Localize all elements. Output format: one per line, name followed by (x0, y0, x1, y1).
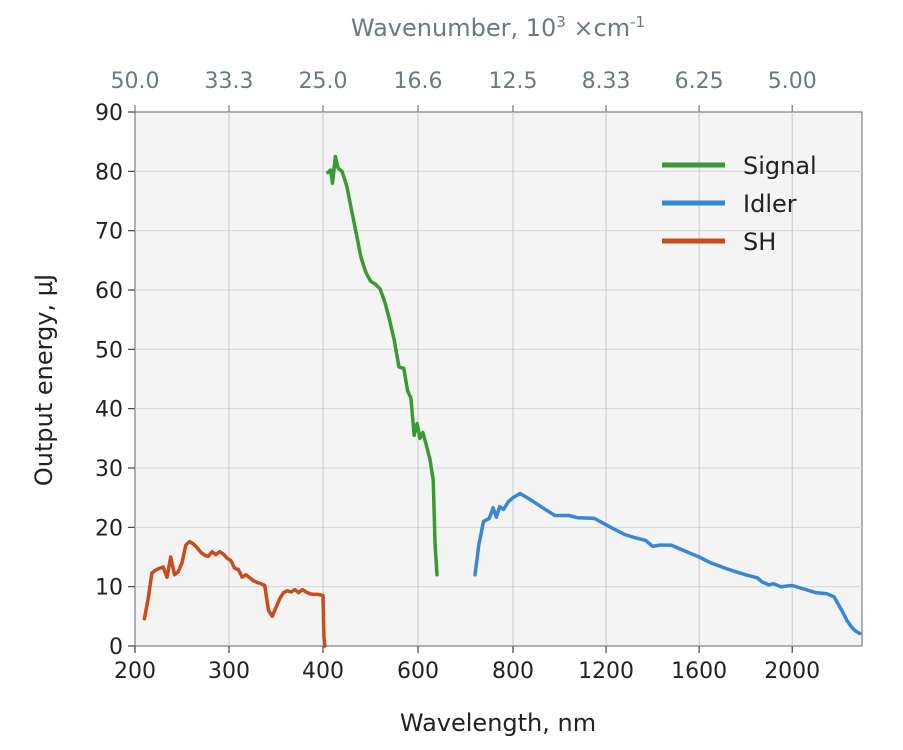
y-tick-label: 10 (95, 576, 123, 601)
series-layer (142, 154, 862, 648)
plot-area (134, 111, 863, 647)
legend: Signal Idler SH (662, 152, 817, 256)
x-tick-label: 400 (302, 659, 344, 684)
axes-layer: 0 10 20 30 40 50 60 70 80 90 200 300 400 600 800 1200 16… (95, 69, 820, 684)
y-tick-label: 40 (95, 398, 123, 423)
y-tick-label: 50 (95, 338, 123, 363)
x-tick-label: 1200 (578, 659, 634, 684)
top-axis-title-sup2: -1 (630, 13, 645, 31)
y-axis-title: Output energy, µJ (30, 274, 58, 486)
series-line-sh (142, 539, 327, 648)
top-axis-title-sup1: 3 (556, 13, 566, 31)
x-tick-label: 300 (208, 659, 250, 684)
x-axis-title: Wavelength, nm (400, 709, 596, 737)
legend-label-sh: SH (743, 228, 776, 256)
legend-label-idler: Idler (743, 190, 797, 218)
series-line-signal (326, 154, 439, 577)
top-tick-label: 6.25 (675, 69, 724, 94)
y-tick-label: 30 (95, 457, 123, 482)
y-tick-label: 20 (95, 516, 123, 541)
y-tick-label: 60 (95, 279, 123, 304)
top-tick-label: 16.6 (394, 69, 443, 94)
top-tick-label: 5.00 (768, 69, 817, 94)
y-tick-label: 80 (95, 160, 123, 185)
y-tick-label: 0 (109, 635, 123, 660)
top-axis-title-prefix: Wavenumber, 10 (351, 14, 556, 42)
y-tick-label: 70 (95, 220, 123, 245)
top-tick-label: 25.0 (299, 69, 348, 94)
top-tick-label: 12.5 (489, 69, 538, 94)
top-axis-title: Wavenumber, 103 ×cm-1 (351, 13, 645, 42)
top-tick-label: 50.0 (111, 69, 160, 94)
y-tick-label: 90 (95, 101, 123, 126)
x-tick-label: 200 (114, 659, 156, 684)
series-line-idler (473, 491, 862, 636)
x-tick-label: 800 (492, 659, 534, 684)
x-tick-label: 600 (397, 659, 439, 684)
top-tick-label: 8.33 (582, 69, 631, 94)
x-tick-label: 2000 (764, 659, 820, 684)
x-tick-label: 1600 (671, 659, 727, 684)
top-tick-label: 33.3 (205, 69, 254, 94)
top-axis-title-mid: ×cm (566, 14, 630, 42)
legend-label-signal: Signal (743, 152, 817, 180)
